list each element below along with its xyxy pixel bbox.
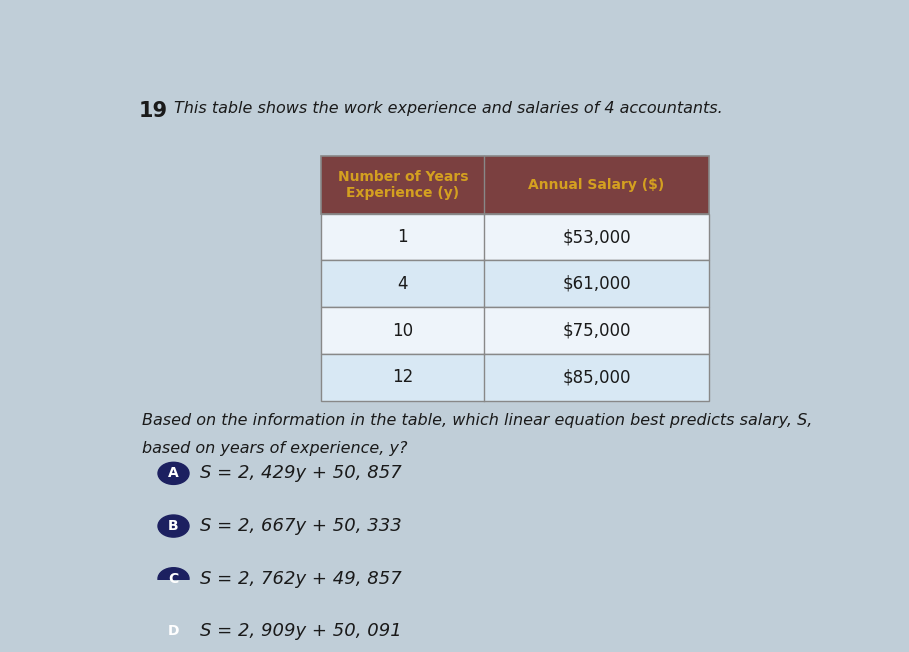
Text: Annual Salary ($): Annual Salary ($) (528, 178, 664, 192)
FancyBboxPatch shape (322, 307, 709, 354)
Text: A: A (168, 466, 179, 481)
Text: C: C (168, 572, 179, 585)
Text: $75,000: $75,000 (563, 321, 631, 340)
Text: Based on the information in the table, which linear equation best predicts salar: Based on the information in the table, w… (142, 413, 812, 428)
Text: B: B (168, 519, 179, 533)
Text: 4: 4 (397, 275, 408, 293)
Text: 10: 10 (393, 321, 414, 340)
Text: based on years of experience, y?: based on years of experience, y? (142, 441, 407, 456)
Text: $85,000: $85,000 (563, 368, 631, 386)
Text: D: D (168, 625, 179, 638)
Text: 12: 12 (392, 368, 414, 386)
FancyBboxPatch shape (322, 354, 709, 400)
FancyBboxPatch shape (322, 261, 709, 307)
Text: 19: 19 (138, 101, 167, 121)
FancyBboxPatch shape (322, 214, 709, 261)
Text: S = 2, 909y + 50, 091: S = 2, 909y + 50, 091 (200, 623, 401, 640)
Circle shape (158, 462, 189, 484)
Text: S = 2, 429y + 50, 857: S = 2, 429y + 50, 857 (200, 464, 401, 482)
Text: This table shows the work experience and salaries of 4 accountants.: This table shows the work experience and… (174, 101, 723, 116)
Text: Number of Years
Experience (y): Number of Years Experience (y) (337, 170, 468, 200)
Text: S = 2, 762y + 49, 857: S = 2, 762y + 49, 857 (200, 570, 401, 587)
Circle shape (158, 568, 189, 590)
Circle shape (158, 621, 189, 642)
Text: $53,000: $53,000 (563, 228, 631, 246)
Text: $61,000: $61,000 (563, 275, 631, 293)
Circle shape (158, 515, 189, 537)
Text: S = 2, 667y + 50, 333: S = 2, 667y + 50, 333 (200, 517, 401, 535)
FancyBboxPatch shape (322, 156, 709, 214)
Text: 1: 1 (397, 228, 408, 246)
